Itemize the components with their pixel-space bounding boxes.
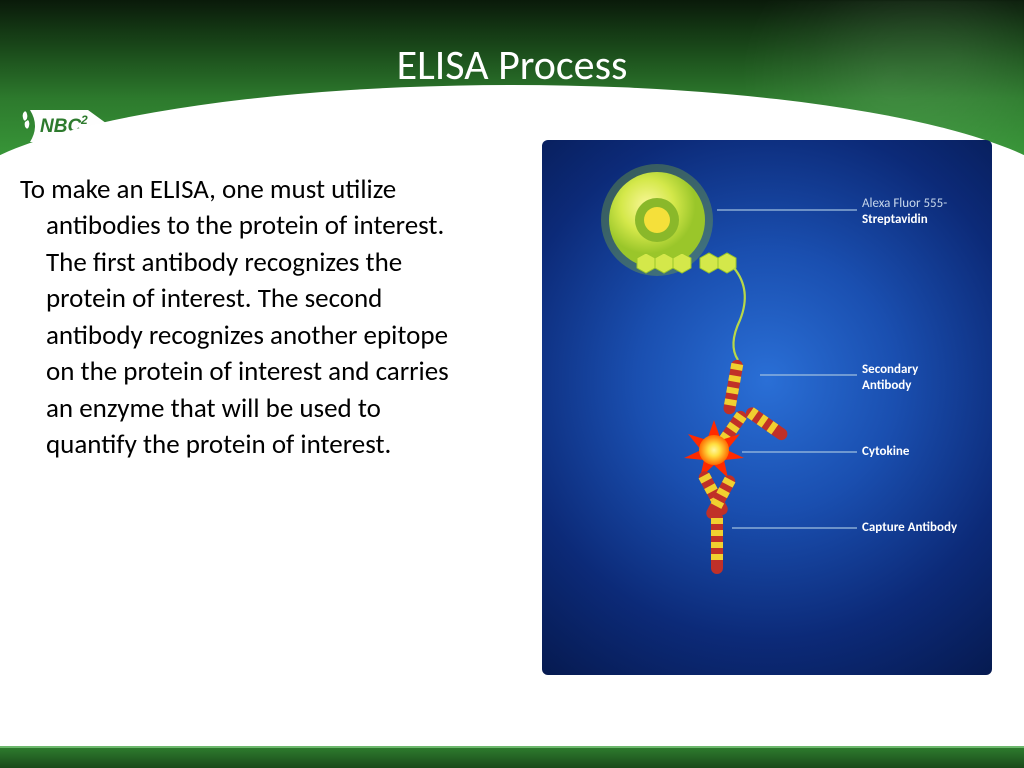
diagram-label-secondary: SecondaryAntibody [862,362,918,393]
diagram-label-cytokine: Cytokine [862,444,909,460]
logo-text: NBC [40,116,81,137]
secondary-antibody-icon [715,359,790,450]
slide-title: ELISA Process [0,40,1024,91]
tether-icon [733,268,744,360]
biotin-chain-icon [637,253,736,273]
diagram-label-capture: Capture Antibody [862,520,957,536]
logo-sup: 2 [80,113,88,127]
capture-antibody-icon [697,469,738,574]
body-paragraph: To make an ELISA, one must utilize antib… [20,172,470,464]
diagram-label-streptavidin: Alexa Fluor 555-Streptavidin [862,196,947,227]
nbc-logo: NBC 2 [18,100,113,152]
footer-bar [0,746,1024,768]
elisa-diagram: Alexa Fluor 555-Streptavidin SecondaryAn… [542,140,992,675]
